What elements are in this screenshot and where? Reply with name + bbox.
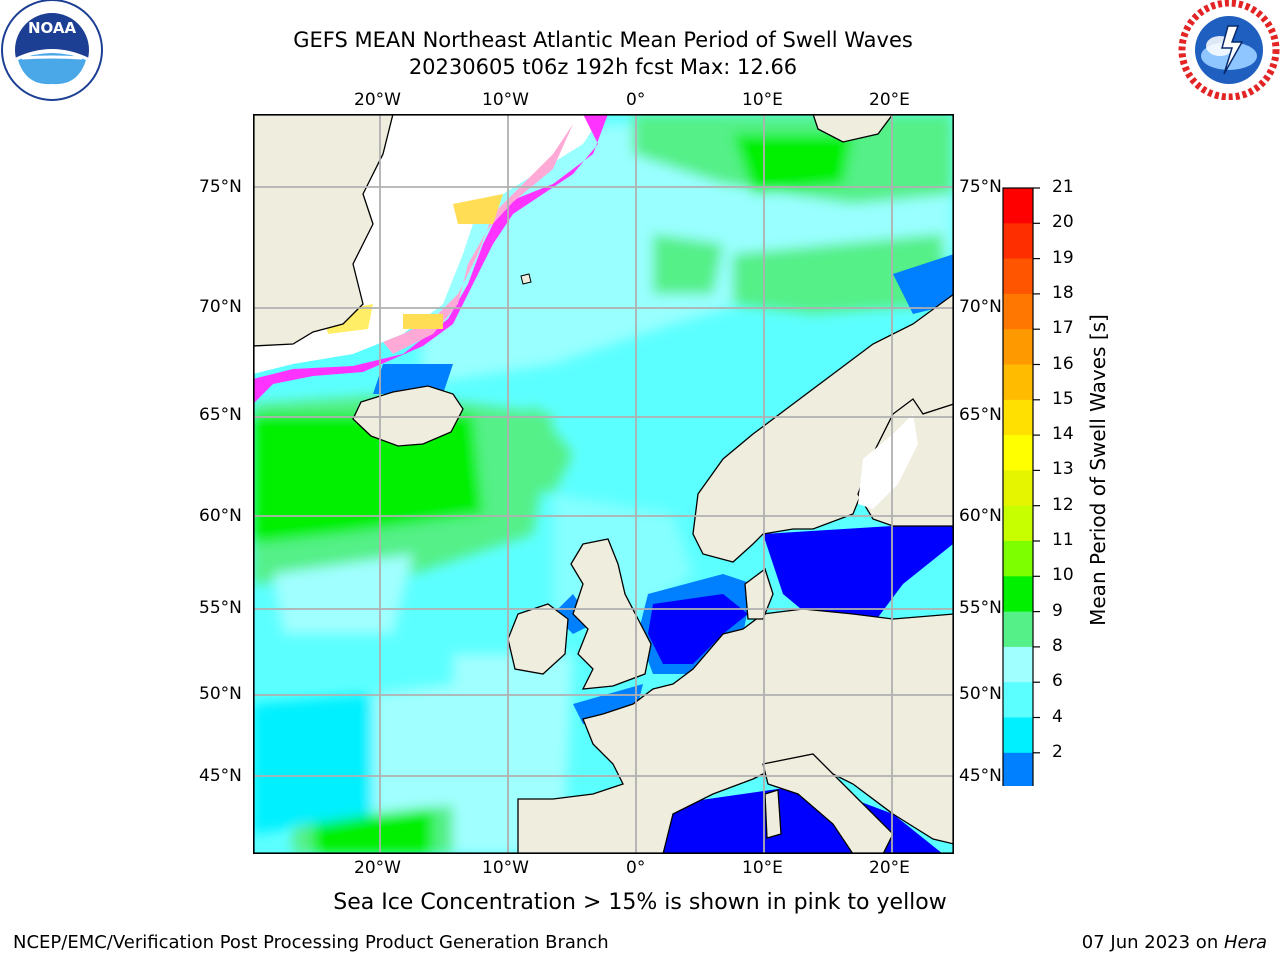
colorbar-segment [1003, 293, 1033, 330]
ireland-land [507, 603, 569, 675]
great-britain-land [570, 538, 652, 690]
colorbar-segment [1003, 258, 1033, 295]
colorbar-tick-label: 21 [1052, 177, 1074, 197]
sea-ice-caption: Sea Ice Concentration > 15% is shown in … [333, 890, 947, 915]
colorbar [1000, 186, 1046, 816]
lon-label-top-20w: 20°W [354, 90, 401, 110]
colorbar-segment [1003, 541, 1033, 577]
sardinia-land [764, 789, 782, 839]
colorbar-tick-label: 19 [1052, 247, 1074, 268]
colorbar-label: Mean Period of Swell Waves [s] [1086, 314, 1110, 626]
colorbar-tick-label: 17 [1052, 318, 1074, 339]
colorbar-segment [1003, 188, 1033, 224]
colorbar-tick-labels: 21 20 19 18 17 16 15 14 13 12 11 10 9 8 6 4 2 [1052, 0, 1092, 960]
lon-label-bottom-10e: 10°E [742, 858, 783, 878]
lat-label-left-65n: 65°N [199, 405, 242, 425]
colorbar-tick-label: 6 [1052, 671, 1063, 692]
colorbar-segment [1003, 752, 1033, 789]
colorbar-segment [1003, 399, 1033, 436]
lon-label-top-10w: 10°W [482, 90, 529, 110]
colorbar-segment [1003, 505, 1033, 542]
low-period-regions [373, 254, 954, 854]
colorbar-segment [1003, 717, 1033, 754]
lon-label-bottom-20w: 20°W [354, 858, 401, 878]
footer-date-text: 07 Jun 2023 on [1081, 932, 1224, 953]
noaa-logo-text: NOAA [28, 19, 77, 37]
footer-host: Hera [1223, 932, 1267, 953]
colorbar-segment [1003, 329, 1033, 365]
colorbar-tick-label: 13 [1052, 459, 1074, 480]
lon-label-top-20e: 20°E [869, 90, 910, 110]
lat-label-right-50n: 50°N [959, 684, 1002, 704]
lat-label-left-45n: 45°N [199, 766, 242, 786]
colorbar-tick-label: 18 [1052, 282, 1074, 303]
jan-mayen-land [520, 273, 532, 285]
lat-label-right-75n: 75°N [959, 177, 1002, 197]
colorbar-tick-label: 12 [1052, 494, 1074, 515]
lon-label-bottom-0: 0° [626, 858, 646, 878]
lat-label-right-45n: 45°N [959, 766, 1002, 786]
colorbar-svg [1001, 187, 1040, 816]
gulf-of-bothnia-ice [858, 414, 918, 509]
map-frame [253, 114, 955, 855]
lon-label-bottom-10w: 10°W [482, 858, 529, 878]
colorbar-tick-label: 11 [1052, 530, 1074, 550]
colorbar-segment [1003, 223, 1033, 260]
denmark-land [744, 567, 774, 620]
lon-label-bottom-20e: 20°E [869, 858, 910, 878]
colorbar-tick-label: 14 [1052, 424, 1074, 445]
chart-title-line2: 20230605 t06z 192h fcst Max: 12.66 [408, 55, 798, 79]
colorbar-segment [1003, 682, 1033, 718]
map-panel [252, 113, 955, 855]
lat-label-right-65n: 65°N [959, 405, 1002, 425]
colorbar-tick-label: 15 [1052, 388, 1074, 409]
colorbar-segment [1003, 435, 1033, 471]
lat-label-right-70n: 70°N [959, 297, 1002, 317]
lon-label-top-10e: 10°E [742, 90, 783, 110]
colorbar-tick-label: 2 [1052, 741, 1063, 762]
colorbar-tick-label: 16 [1052, 353, 1074, 374]
footer-date: 07 Jun 2023 on Hera [1082, 932, 1267, 953]
lat-label-left-60n: 60°N [199, 506, 242, 526]
greenland-land [252, 113, 394, 347]
lat-label-left-70n: 70°N [199, 297, 242, 317]
colorbar-segment [1003, 576, 1033, 613]
map-gridlines [253, 114, 954, 854]
colorbar-segment [1003, 470, 1033, 507]
lat-label-right-60n: 60°N [959, 506, 1002, 526]
colorbar-tick-label: 4 [1052, 706, 1063, 727]
colorbar-tick-label: 8 [1052, 635, 1063, 656]
lat-label-left-55n: 55°N [199, 598, 242, 618]
lon-label-top-0: 0° [626, 90, 646, 110]
colorbar-segment [1003, 364, 1033, 401]
nws-logo [1178, 0, 1280, 101]
colorbar-tick-label: 20 [1052, 212, 1074, 233]
colorbar-segment [1003, 646, 1033, 683]
colorbar-segment [1003, 611, 1033, 648]
lat-label-left-50n: 50°N [199, 684, 242, 704]
chart-title-line1: GEFS MEAN Northeast Atlantic Mean Period… [293, 28, 913, 52]
lat-label-right-55n: 55°N [959, 598, 1002, 618]
noaa-logo: NOAA [0, 0, 104, 104]
lat-label-left-75n: 75°N [199, 177, 242, 197]
colorbar-tick-label: 9 [1052, 600, 1063, 621]
colorbar-tick-label: 10 [1052, 565, 1074, 586]
footer-credit: NCEP/EMC/Verification Post Processing Pr… [13, 932, 609, 953]
